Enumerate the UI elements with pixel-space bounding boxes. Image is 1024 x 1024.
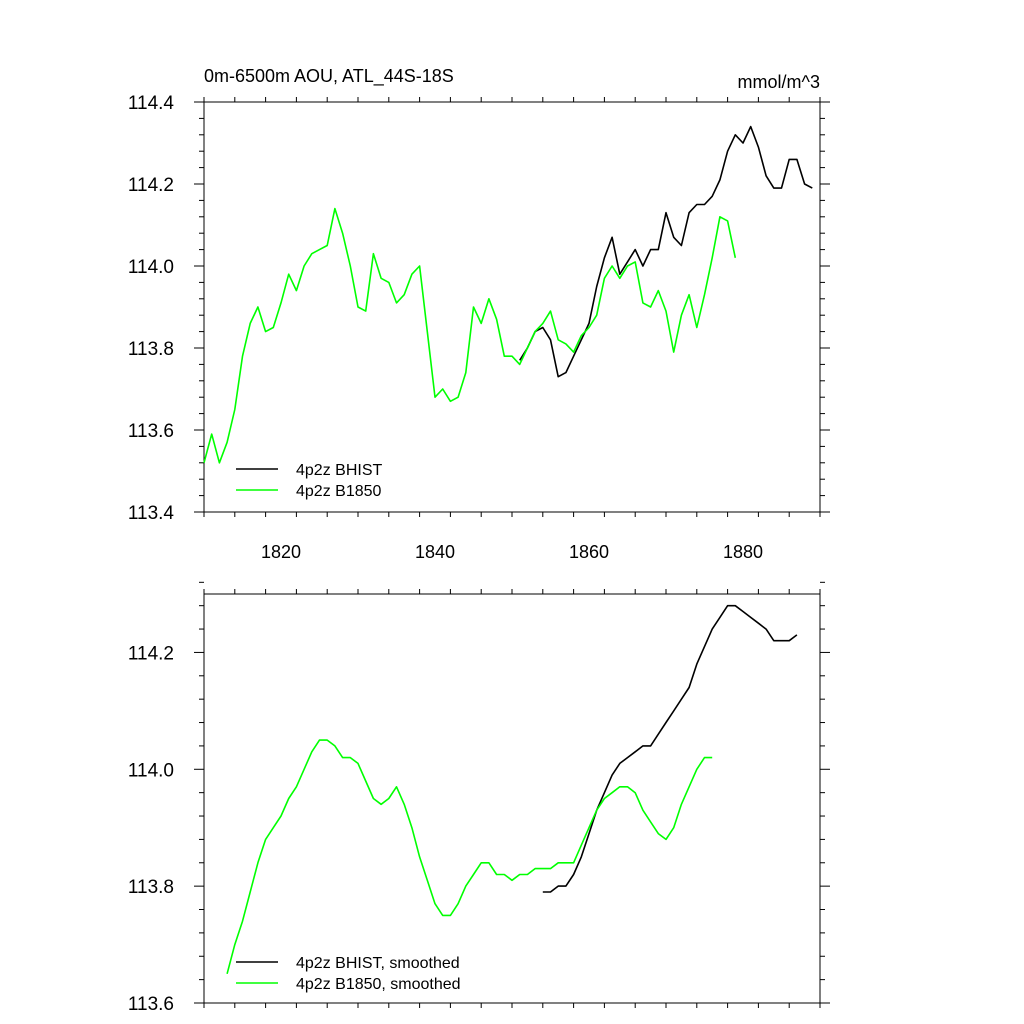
ticks-top [194,97,830,517]
y-tick-label: 114.2 [128,643,174,664]
plot-frame-top [203,101,821,513]
chart-title-left: 0m-6500m AOU, ATL_44S-18S [204,66,454,87]
chart-panel-bottom: 113.6 113.8 114.0 114.2 4p2z BHIST, smoothe… [128,581,830,1015]
chart-title-right: mmol/m^3 [738,72,820,92]
y-tick-label: 114.4 [128,93,175,114]
series-line-b1850 [203,207,737,464]
y-tick-label: 114.0 [128,760,174,781]
ticks-bottom [194,581,830,1008]
series-group-bottom [226,604,798,975]
y-tick-label: 113.8 [128,339,174,360]
series-line-bhist [519,125,813,378]
legend-label-bhist: 4p2z BHIST [296,462,382,479]
y-tick-label: 114.0 [128,257,174,278]
y-tick-label: 113.6 [128,994,174,1015]
y-tick-label: 113.6 [128,421,174,442]
x-tick-label: 1880 [723,542,763,562]
x-tick-label: 1840 [415,542,455,562]
chart-panel-top: 0m-6500m AOU, ATL_44S-18S mmol/m^3 113.4… [128,66,830,562]
legend-label-b1850-smoothed: 4p2z B1850, smoothed [296,976,461,993]
legend-bottom: 4p2z BHIST, smoothed 4p2z B1850, smoothe… [236,955,461,993]
y-tick-labels-top: 113.4 113.6 113.8 114.0 114.2 114.4 [128,93,175,524]
legend-label-bhist-smoothed: 4p2z BHIST, smoothed [296,955,460,972]
x-tick-label: 1860 [569,542,609,562]
x-tick-labels-top: 1820 1840 1860 1880 [261,542,763,562]
series-line-bhist [542,604,798,893]
series-line-b1850 [226,739,713,975]
series-group-top [203,125,813,464]
legend-label-b1850: 4p2z B1850 [296,483,382,500]
y-tick-label: 113.8 [128,877,174,898]
y-tick-labels-bottom: 113.6 113.8 114.0 114.2 [128,643,174,1015]
x-tick-label: 1820 [261,542,301,562]
y-tick-label: 114.2 [128,175,174,196]
plot-frame-bottom [203,593,821,1004]
y-tick-label: 113.4 [128,503,175,524]
legend-top: 4p2z BHIST 4p2z B1850 [236,462,382,500]
